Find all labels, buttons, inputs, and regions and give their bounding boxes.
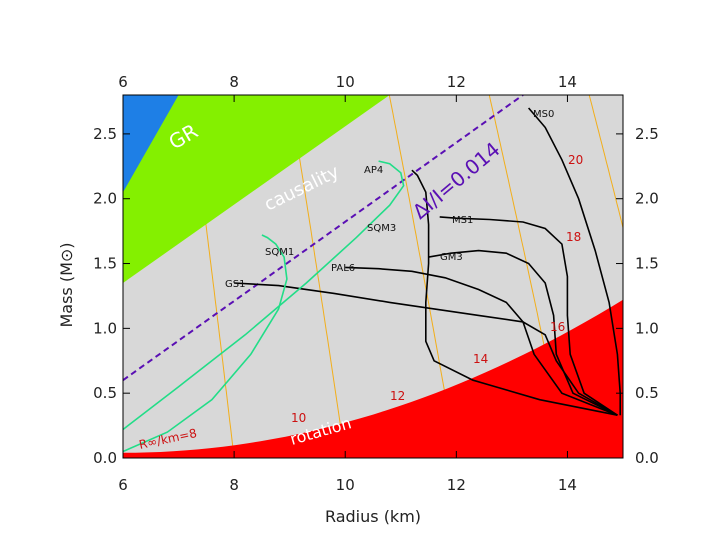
x-tick-label-top-10: 10: [336, 73, 355, 91]
y-tick-label-left-0.5: 0.5: [93, 384, 117, 402]
curve-label-sqm1: SQM1: [265, 247, 294, 258]
y-tick-label-right-1.0: 1.0: [635, 319, 659, 337]
eos-curve-ms1: [439, 216, 618, 416]
x-axis-title: Radius (km): [325, 507, 421, 526]
y-tick-label-left-2.0: 2.0: [93, 190, 117, 208]
y-axis-title: Mass (M⊙): [57, 242, 76, 327]
y-tick-label-left-0.0: 0.0: [93, 449, 117, 467]
curve-label-gs1: GS1: [225, 279, 245, 290]
iso-label-10: 10: [291, 411, 306, 425]
iso-label-12: 12: [390, 389, 405, 403]
eos-curve-ap4: [411, 169, 618, 416]
curve-label-sqm3: SQM3: [367, 223, 396, 234]
x-tick-label-bottom-8: 8: [229, 476, 239, 494]
iso-label-20: 20: [568, 153, 583, 167]
x-tick-label-bottom-10: 10: [336, 476, 355, 494]
y-tick-label-left-1.0: 1.0: [93, 319, 117, 337]
x-tick-label-top-14: 14: [558, 73, 577, 91]
y-tick-label-right-0.5: 0.5: [635, 384, 659, 402]
x-tick-label-top-6: 6: [118, 73, 128, 91]
eos-curve-pal6: [345, 266, 618, 416]
moment-of-inertia-limit-line: [123, 95, 524, 382]
curve-label-gm3: GM3: [440, 252, 463, 263]
x-tick-label-top-12: 12: [447, 73, 466, 91]
plot-frame: [122, 94, 624, 459]
eos-curve-gs1: [234, 282, 618, 416]
iso-radius-16: [588, 95, 623, 230]
curve-label-ms0: MS0: [533, 109, 554, 120]
gr-region: [123, 95, 179, 193]
iso-radius-18: [689, 95, 720, 458]
eos-curves: [123, 107, 621, 453]
x-tick-label-bottom-6: 6: [118, 476, 128, 494]
iso-label-18: 18: [566, 230, 581, 244]
y-tick-label-right-0.0: 0.0: [635, 449, 659, 467]
curve-label-ap4: AP4: [364, 165, 383, 176]
eos-curve-sqm3: [123, 160, 405, 431]
causality-region: [123, 95, 390, 283]
x-tick-label-bottom-14: 14: [558, 476, 577, 494]
x-tick-label-bottom-12: 12: [447, 476, 466, 494]
axis-ticks: 6 6 8 8 10 10 12 12 14 14 0.0 0.0 0.5 0.5 1.0 1.0 1.5 1.5…: [93, 73, 659, 494]
x-tick-label-top-8: 8: [229, 73, 239, 91]
iso-label-16: 16: [550, 320, 565, 334]
curve-label-ms1: MS1: [452, 215, 473, 226]
y-tick-label-left-2.5: 2.5: [93, 125, 117, 143]
y-tick-label-right-1.5: 1.5: [635, 255, 659, 273]
curve-label-pal6: PAL6: [331, 263, 355, 274]
eos-curve-sqm1: [123, 234, 288, 453]
eos-curve-ms0: [527, 107, 621, 416]
rotation-region: [123, 299, 623, 458]
y-tick-label-right-2.0: 2.0: [635, 190, 659, 208]
y-tick-label-right-2.5: 2.5: [635, 125, 659, 143]
y-tick-label-left-1.5: 1.5: [93, 255, 117, 273]
iso-label-14: 14: [473, 352, 488, 366]
